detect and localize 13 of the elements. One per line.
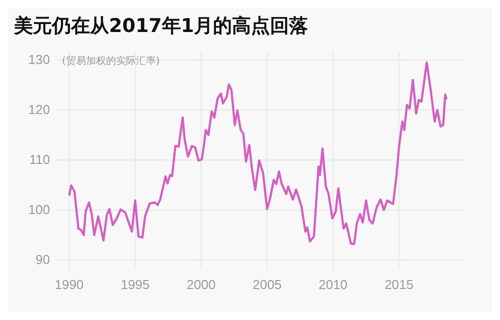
x-tick-label: 2005 xyxy=(252,277,282,292)
chart-subtitle: (贸易加权的实际汇率) xyxy=(62,55,160,67)
x-tick-label: 1990 xyxy=(54,277,84,292)
y-tick-label: 110 xyxy=(29,152,50,168)
x-tick-label: 2015 xyxy=(384,277,414,292)
y-tick-label: 100 xyxy=(28,202,50,218)
x-tick-label: 2000 xyxy=(186,277,216,292)
x-tick-label: 2010 xyxy=(318,277,348,292)
chart-title: 美元仍在从2017年1月的高点回落 xyxy=(13,15,308,37)
y-tick-label: 120 xyxy=(28,102,50,118)
x-tick-label: 1995 xyxy=(120,277,150,292)
y-tick-label: 130 xyxy=(28,52,50,68)
y-tick-label: 90 xyxy=(36,252,50,268)
